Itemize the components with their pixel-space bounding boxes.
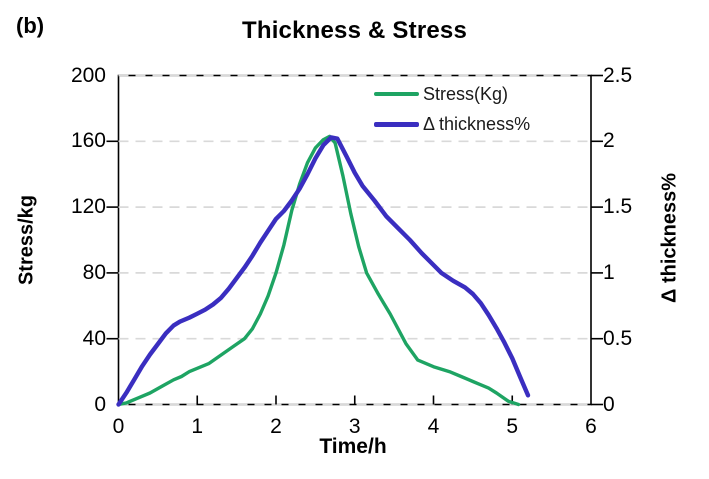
x-axis-title: Time/h [319, 435, 387, 458]
legend-item-stress: Stress(Kg) [374, 81, 530, 107]
x-tick-label: 1 [191, 415, 204, 438]
y-left-tick-label: 120 [70, 195, 106, 219]
y-right-tick-label: 2 [603, 129, 615, 153]
legend: Stress(Kg) Δ thickness% [374, 81, 530, 137]
thickness-line-swatch [374, 121, 419, 127]
y-right-tick-label: 1 [603, 260, 615, 284]
x-tick-label: 3 [348, 415, 361, 438]
chart-title: Thickness & Stress [241, 17, 468, 44]
y-left-tick-label: 0 [94, 392, 106, 416]
y-right-tick-label: 0.5 [603, 326, 633, 350]
y-left-tick-label: 80 [82, 260, 106, 284]
x-tick-label: 5 [506, 415, 519, 438]
x-tick-label: 0 [112, 415, 125, 438]
stress-line-swatch [374, 92, 419, 96]
x-tick-label: 2 [270, 415, 282, 438]
y-right-tick-label: 1.5 [603, 195, 633, 219]
x-tick-label: 4 [427, 415, 440, 438]
legend-label-thickness: Δ thickness% [423, 113, 531, 134]
stress-line [116, 134, 521, 407]
x-tick-label: 6 [585, 415, 597, 438]
y-right-tick-label: 2.5 [603, 63, 633, 87]
panel-label: (b) [16, 13, 45, 38]
legend-label-stress: Stress(Kg) [423, 83, 509, 104]
legend-item-thickness: Δ thickness% [374, 111, 530, 137]
y-left-axis-title: Stress/kg [15, 194, 38, 286]
y-left-tick-label: 160 [70, 129, 106, 153]
y-right-tick-label: 0 [603, 392, 615, 416]
y-left-tick-label: 200 [70, 63, 106, 87]
thickness-line [116, 135, 531, 407]
y-left-tick-label: 40 [82, 326, 106, 350]
